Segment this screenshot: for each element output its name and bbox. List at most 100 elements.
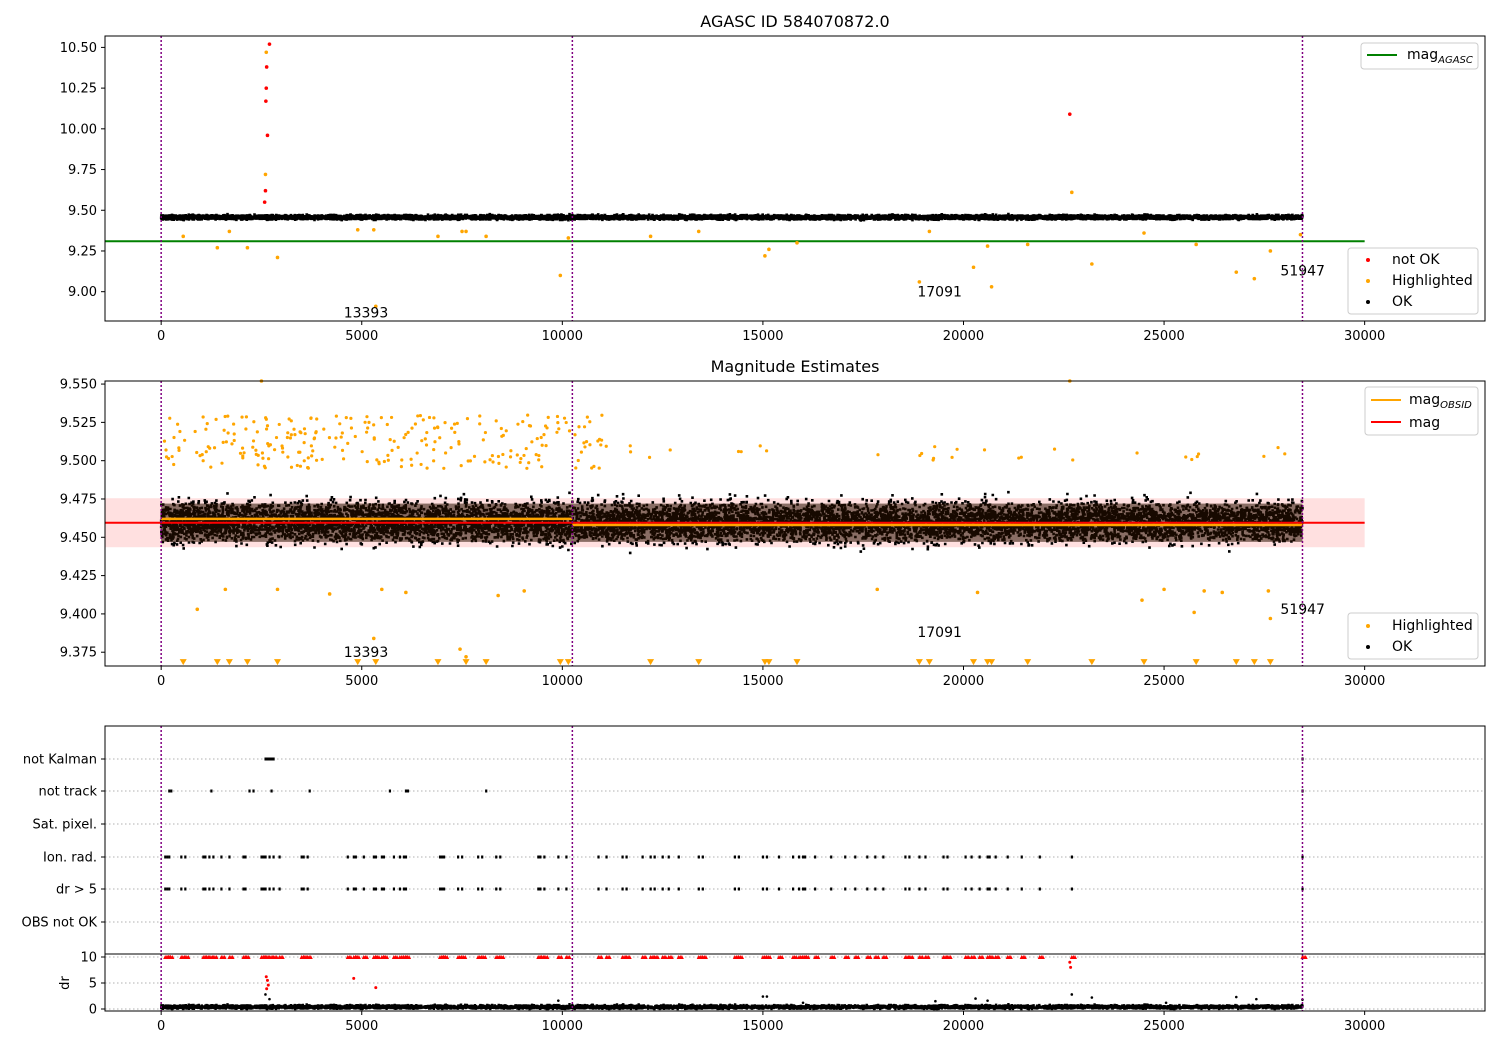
dr-high-point <box>266 983 270 987</box>
highlighted-point <box>1220 590 1225 595</box>
x-tick-label: 10000 <box>542 1019 583 1034</box>
highlighted-point <box>303 432 307 436</box>
highlighted-point <box>518 460 522 465</box>
flag-mark <box>168 855 171 859</box>
flag-mark <box>352 887 355 891</box>
below-range-marker <box>354 659 362 666</box>
highlighted-point <box>528 424 533 428</box>
flag-marks <box>105 726 1485 954</box>
dr-capped-marker <box>395 955 400 959</box>
highlighted-point <box>1283 452 1287 456</box>
highlighted-point <box>168 416 172 420</box>
flag-mark <box>677 887 680 891</box>
highlighted-point <box>390 448 394 452</box>
highlighted-point <box>1202 589 1206 593</box>
flag-mark <box>661 855 664 859</box>
flag-mark <box>242 855 245 859</box>
flag-mark <box>477 887 480 891</box>
flag-mark <box>918 887 921 891</box>
highlighted-point <box>366 426 370 430</box>
flag-mark <box>354 855 357 859</box>
flag-mark <box>278 887 281 891</box>
dr-high-point <box>1069 965 1073 969</box>
highlighted-point <box>1192 610 1196 615</box>
dr-high-point <box>264 975 268 979</box>
panel-magnitude-estimates: Magnitude Estimates 13393 17091 51947 0 500… <box>60 357 1486 689</box>
highlighted-point <box>499 426 503 431</box>
flag-mark <box>440 855 444 859</box>
dr-capped-marker <box>703 955 708 959</box>
flag-mark <box>1070 887 1074 891</box>
highlighted-point <box>244 415 249 419</box>
highlighted-point <box>251 445 255 449</box>
x-tick-label: 5000 <box>345 674 378 689</box>
highlighted-point <box>596 439 600 443</box>
highlighted-point <box>204 450 208 454</box>
highlighted-point <box>584 440 589 444</box>
highlighted-point <box>736 449 741 454</box>
dr-outlier <box>801 1001 805 1005</box>
highlighted-point <box>576 458 580 463</box>
highlighted-point <box>275 587 280 592</box>
highlighted-point <box>379 416 383 420</box>
dr-capped-marker <box>643 955 648 959</box>
highlighted-point <box>876 453 880 457</box>
highlighted-point <box>1184 455 1188 459</box>
flag-mark <box>1006 887 1009 891</box>
highlighted-point <box>311 449 315 453</box>
highlighted-point <box>286 431 290 435</box>
flag-mark <box>605 855 608 859</box>
flag-mark <box>388 789 392 793</box>
flag-label: Sat. pixel. <box>33 818 97 833</box>
flag-mark <box>442 855 446 859</box>
highlighted-point <box>178 429 182 434</box>
flag-mark <box>994 855 997 859</box>
highlighted-point <box>312 436 317 440</box>
highlighted-point <box>232 422 236 426</box>
panel3-axes: not Kalman not track Sat. pixel. Ion. rad. d… <box>22 753 1386 1035</box>
highlighted-point <box>264 50 269 55</box>
highlighted-point <box>1017 456 1021 460</box>
y-tick-label: 9.500 <box>60 454 97 469</box>
highlighted-point <box>971 265 976 270</box>
highlighted-point <box>918 453 922 458</box>
dr-capped-marker <box>483 955 488 959</box>
highlighted-point <box>256 463 260 467</box>
highlighted-point <box>292 427 296 431</box>
dr-capped-marker <box>806 955 811 959</box>
highlighted-point <box>222 428 226 432</box>
highlighted-point <box>349 426 354 430</box>
dr-capped-marker <box>348 955 353 959</box>
highlighted-point <box>425 466 429 470</box>
panel1-legend-bottom: not OK Highlighted OK <box>1347 247 1479 315</box>
highlighted-point <box>917 280 922 284</box>
highlighted-point <box>170 454 174 459</box>
highlighted-point <box>195 607 200 612</box>
highlighted-point <box>281 450 285 454</box>
highlighted-point <box>306 466 310 470</box>
highlighted-point <box>432 447 436 452</box>
highlighted-point <box>556 421 560 425</box>
obsid-annotation: 13393 <box>344 645 389 661</box>
highlighted-point <box>1194 242 1198 247</box>
highlighted-point <box>597 466 601 470</box>
highlighted-point <box>449 446 453 450</box>
highlighted-point <box>449 426 454 430</box>
highlighted-point <box>472 454 477 458</box>
flag-mark <box>392 855 396 859</box>
flag-mark <box>346 887 349 891</box>
highlighted-point <box>573 433 577 437</box>
flag-mark <box>264 887 267 891</box>
highlighted-point <box>288 436 293 440</box>
flag-mark <box>168 887 171 891</box>
legend-ok-2: OK <box>1392 639 1413 655</box>
highlighted-point <box>334 436 338 440</box>
flag-mark <box>765 887 769 891</box>
highlighted-point <box>516 422 520 426</box>
flag-mark <box>481 855 484 859</box>
flag-mark <box>988 855 991 859</box>
flag-label: dr > 5 <box>56 883 97 898</box>
y-tick-label: 9.00 <box>68 285 97 300</box>
flag-mark <box>457 855 460 859</box>
y-tick-label: 10.25 <box>60 82 97 97</box>
